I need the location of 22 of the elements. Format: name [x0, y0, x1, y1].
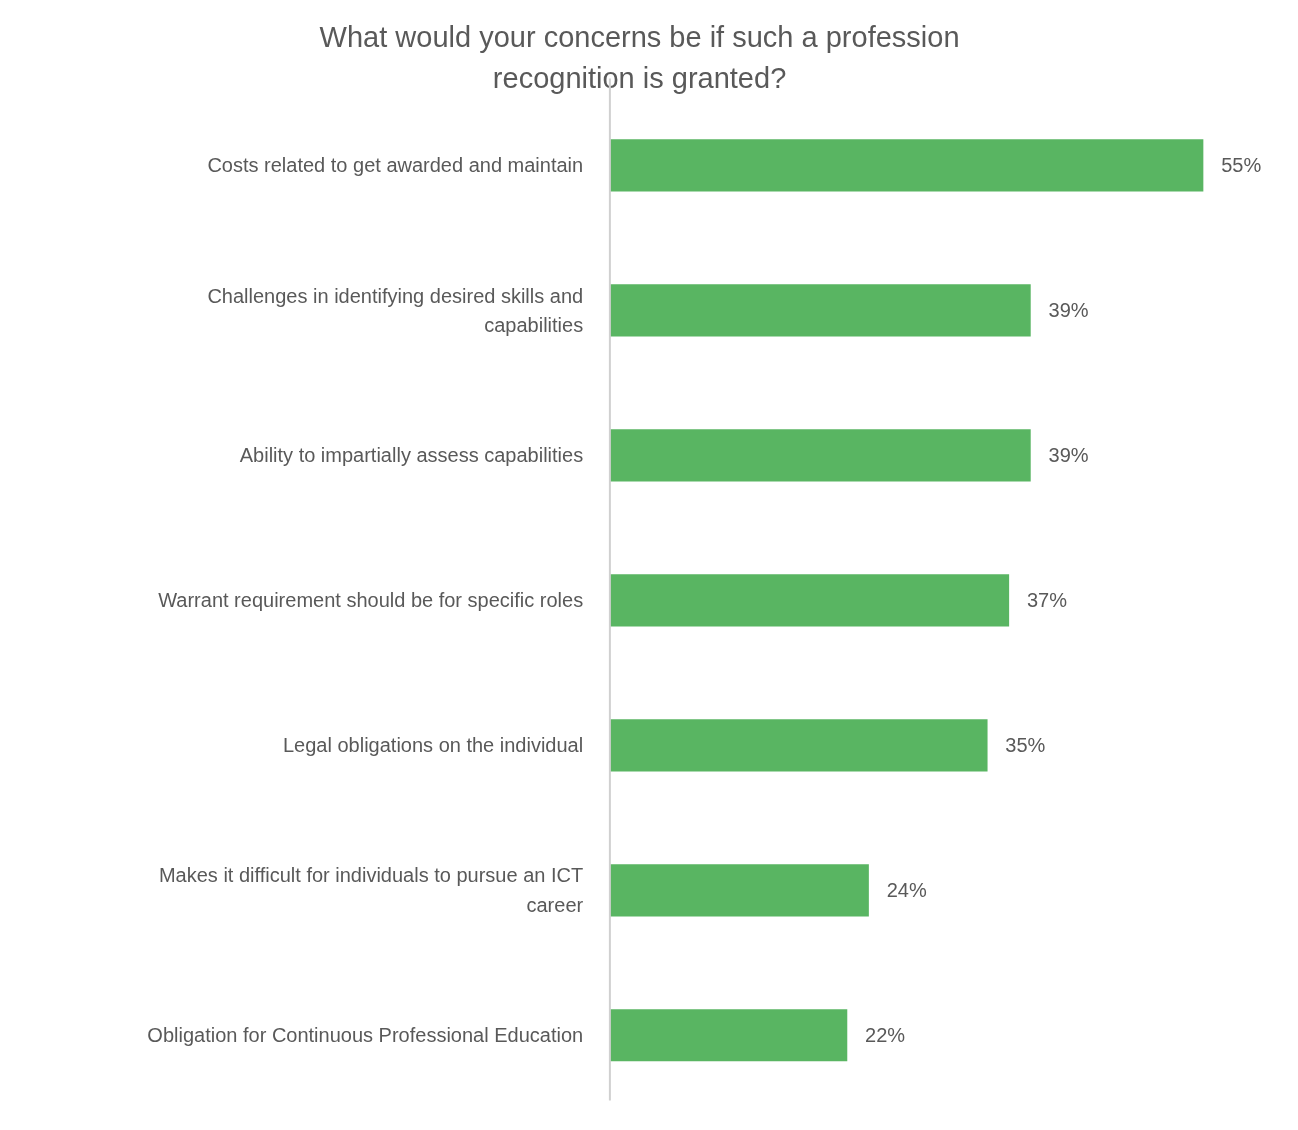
chart-title: What would your concerns be if such a profession recognition is granted?: [319, 20, 960, 95]
y-tick-label: Ability to impartially assess capabilities: [239, 444, 584, 467]
data-label: 37%: [1026, 589, 1068, 612]
bar: [609, 719, 988, 772]
bar: [609, 1009, 848, 1062]
data-label: 55%: [1221, 154, 1262, 177]
bar: [609, 574, 1010, 627]
y-tick-label: Legal obligations on the individual: [282, 734, 584, 757]
bar: [609, 864, 869, 917]
data-label: 35%: [1005, 734, 1046, 757]
data-label: 39%: [1048, 299, 1089, 322]
y-tick-label: Makes it difficult for individuals to pursue an ICT career: [158, 864, 584, 917]
y-tick-label: Warrant requirement should be for specific roles: [158, 589, 584, 612]
data-label: 22%: [865, 1024, 906, 1047]
data-label: 24%: [886, 879, 927, 902]
data-label: 39%: [1048, 444, 1089, 467]
y-tick-label: Costs related to get awarded and maintain: [207, 154, 584, 177]
bar: [609, 284, 1031, 337]
y-tick-label: Challenges in identifying desired skills and capabilities: [207, 284, 584, 337]
bar: [609, 139, 1204, 192]
bar: [609, 429, 1031, 482]
y-tick-label: Obligation for Continuous Professional Education: [147, 1024, 584, 1047]
